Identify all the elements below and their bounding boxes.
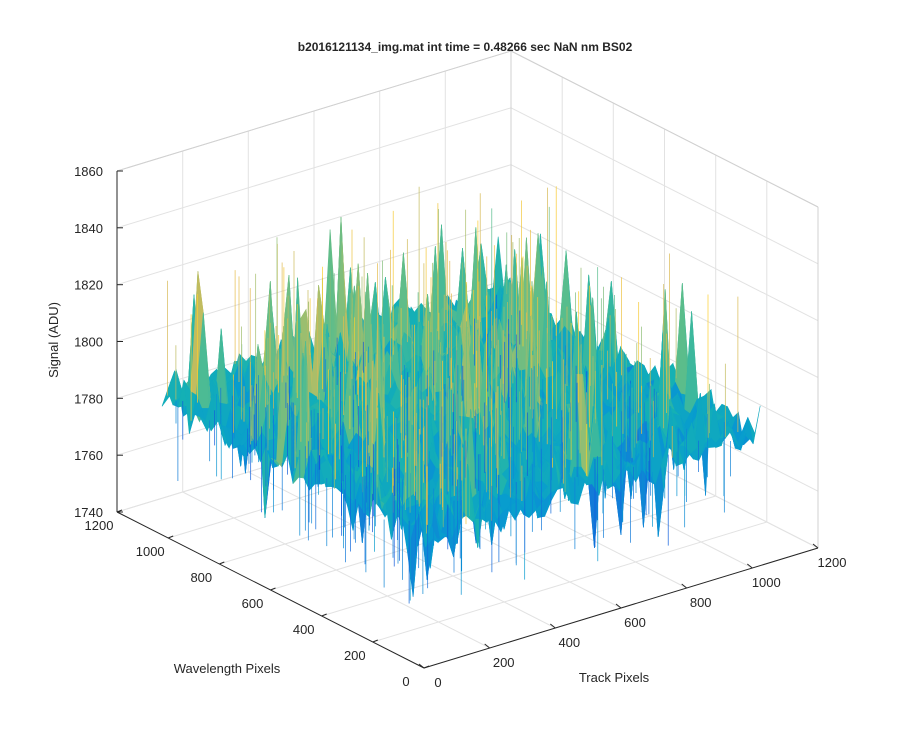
x-tick-label: 0 (434, 675, 441, 690)
grid-line (116, 107, 512, 229)
x-axis-label: Track Pixels (579, 670, 650, 685)
y-tick (321, 613, 327, 617)
y-tick (168, 535, 174, 539)
y-tick (219, 561, 225, 565)
y-tick-label: 200 (344, 648, 366, 663)
pane-edge (510, 50, 819, 208)
grid-line (372, 521, 767, 643)
x-tick-label: 200 (493, 655, 515, 670)
y-tick-label: 1200 (85, 518, 114, 533)
x-tick (615, 603, 622, 609)
y-tick (423, 665, 430, 669)
z-tick-label: 1740 (74, 505, 103, 520)
chart-title: b2016121134_img.mat int time = 0.48266 s… (298, 40, 633, 54)
y-tick (372, 639, 378, 643)
x-tick (746, 563, 753, 569)
y-tick-label: 0 (402, 674, 409, 689)
x-tick (484, 643, 491, 649)
grid-line (321, 495, 716, 617)
grid-line (510, 164, 819, 322)
tick-layer: 0 200 400 600 800 1000 1200 0 200 400 600 800 1000 12… (74, 164, 846, 690)
z-tick-label: 1820 (74, 278, 103, 293)
y-tick-label: 1000 (136, 544, 165, 559)
x-tick (681, 583, 688, 589)
y-tick-label: 800 (190, 570, 212, 585)
x-tick-label: 800 (690, 595, 712, 610)
surface-cell (418, 508, 432, 548)
x-tick-label: 1000 (752, 575, 781, 590)
grid-line (116, 221, 512, 342)
z-tick-label: 1860 (74, 164, 103, 179)
z-tick-label: 1760 (74, 448, 103, 463)
grid-line (116, 164, 512, 286)
axis-layer (116, 170, 819, 669)
x-tick (549, 623, 556, 629)
z-axis-label: Signal (ADU) (46, 302, 61, 378)
y-tick (270, 587, 276, 591)
y-tick-label: 600 (242, 596, 264, 611)
y-tick-label: 400 (293, 622, 315, 637)
x-tick-label: 1200 (818, 555, 847, 570)
y-axis-label: Wavelength Pixels (174, 661, 281, 676)
x-tick (812, 543, 819, 549)
pane-edge (116, 50, 512, 172)
z-tick-label: 1780 (74, 391, 103, 406)
surface-layer (161, 186, 761, 604)
grid-line (510, 107, 819, 265)
x-tick-label: 600 (624, 615, 646, 630)
z-tick-label: 1800 (74, 335, 103, 350)
z-tick-label: 1840 (74, 221, 103, 236)
x-tick (418, 663, 425, 669)
x-tick-label: 400 (558, 635, 580, 650)
